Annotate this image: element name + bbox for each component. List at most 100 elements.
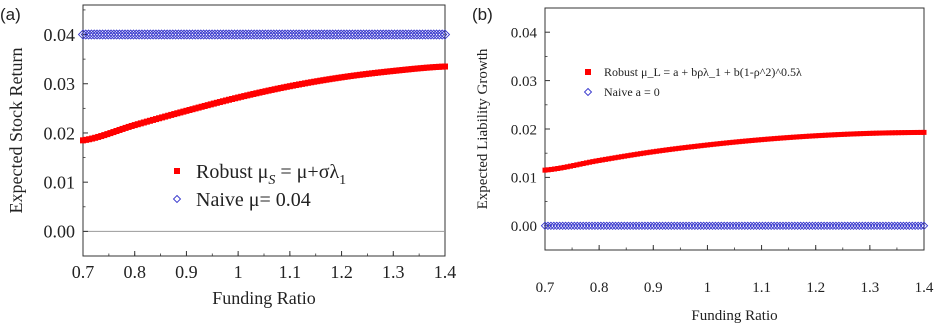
data-point xyxy=(352,29,364,40)
data-point xyxy=(131,122,138,129)
data-point xyxy=(564,164,570,170)
data-point xyxy=(329,75,336,82)
y-tick-label: 0.04 xyxy=(511,25,538,41)
data-point xyxy=(435,63,442,70)
data-point xyxy=(693,221,703,231)
data-point xyxy=(128,29,139,40)
x-tick-label: 0.7 xyxy=(536,280,555,296)
data-point xyxy=(892,130,898,136)
data-point xyxy=(380,29,392,40)
data-point xyxy=(717,141,723,147)
data-point xyxy=(104,131,111,138)
data-point xyxy=(878,221,888,231)
data-point xyxy=(647,149,653,155)
data-point xyxy=(867,130,873,136)
data-point xyxy=(165,112,172,119)
series-naive xyxy=(540,221,929,231)
data-point xyxy=(192,105,199,112)
data-point xyxy=(752,137,758,143)
data-point xyxy=(834,221,844,231)
data-point xyxy=(682,145,688,151)
data-point xyxy=(280,84,287,91)
data-point xyxy=(125,29,136,40)
data-point xyxy=(222,97,229,104)
data-point xyxy=(603,156,609,162)
data-point xyxy=(134,121,141,128)
data-point xyxy=(392,29,403,40)
data-point xyxy=(858,221,867,231)
data-point xyxy=(111,29,122,40)
data-point xyxy=(439,29,451,40)
data-point xyxy=(887,221,896,231)
data-point xyxy=(631,221,641,231)
data-point xyxy=(108,29,120,40)
data-point xyxy=(755,137,761,143)
data-point xyxy=(156,29,167,40)
data-point xyxy=(852,221,861,231)
data-point xyxy=(414,65,421,72)
data-point xyxy=(829,132,835,138)
data-point xyxy=(137,120,144,127)
data-point xyxy=(423,29,434,40)
y-tick-label: 0.03 xyxy=(511,74,537,90)
data-point xyxy=(851,131,857,137)
data-point xyxy=(692,143,698,149)
data-point xyxy=(332,75,339,82)
data-point xyxy=(399,66,406,73)
data-point xyxy=(408,29,420,40)
x-axis-label: Funding Ratio xyxy=(691,308,777,324)
data-point xyxy=(341,29,352,40)
data-point xyxy=(365,70,372,77)
data-point xyxy=(678,221,688,231)
data-point xyxy=(617,221,626,231)
data-point xyxy=(561,221,570,231)
y-tick-label: 0.02 xyxy=(44,123,76,143)
data-point xyxy=(251,29,263,40)
data-point xyxy=(286,83,293,90)
x-tick-label: 1.1 xyxy=(752,280,771,296)
data-point xyxy=(319,29,330,40)
data-point xyxy=(253,90,260,97)
legend-label: Naive μ= 0.04 xyxy=(196,189,311,211)
data-point xyxy=(860,131,866,137)
data-point xyxy=(162,113,169,120)
data-point xyxy=(320,77,327,84)
data-point xyxy=(131,29,142,40)
data-point xyxy=(590,221,600,231)
data-point xyxy=(854,131,860,137)
data-point xyxy=(615,154,621,160)
data-point xyxy=(192,29,204,40)
y-tick-label: 0.00 xyxy=(44,222,76,242)
data-point xyxy=(558,165,564,171)
data-point xyxy=(698,143,704,149)
data-point xyxy=(86,29,97,40)
x-tick-label: 1.3 xyxy=(382,262,405,282)
data-point xyxy=(766,221,776,231)
data-point xyxy=(100,29,111,40)
data-point xyxy=(402,66,409,73)
data-point xyxy=(781,135,787,141)
data-point xyxy=(307,29,319,40)
data-point xyxy=(403,29,414,40)
data-point xyxy=(292,82,299,89)
data-point xyxy=(810,133,816,139)
data-point xyxy=(212,29,223,40)
data-point xyxy=(681,221,691,231)
data-point xyxy=(838,131,844,137)
data-point xyxy=(387,68,394,75)
data-point xyxy=(800,134,806,140)
data-point xyxy=(289,82,296,89)
data-point xyxy=(296,29,308,40)
data-point xyxy=(740,221,750,231)
data-point xyxy=(873,130,879,136)
data-point xyxy=(606,156,612,162)
data-point xyxy=(198,103,205,110)
data-point xyxy=(649,221,658,231)
data-point xyxy=(628,152,634,158)
data-point xyxy=(784,221,794,231)
data-point xyxy=(746,138,752,144)
data-point xyxy=(822,132,828,138)
data-point xyxy=(731,221,741,231)
data-point xyxy=(369,29,380,40)
data-point xyxy=(546,221,556,231)
